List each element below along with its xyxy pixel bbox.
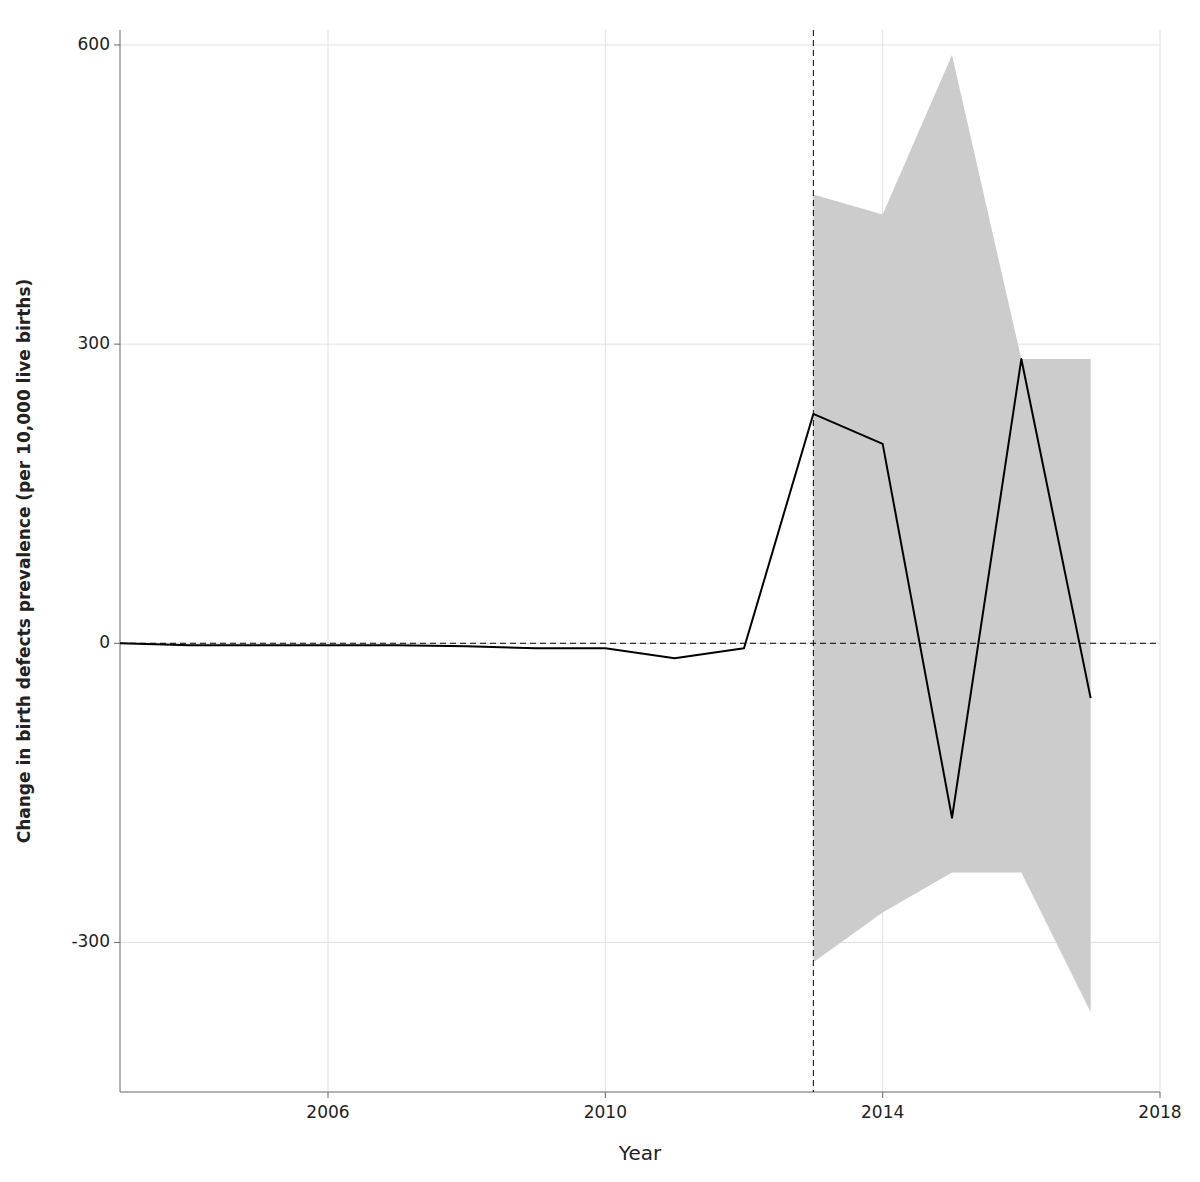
grid-line — [328, 30, 329, 1092]
grid-line — [120, 643, 1160, 644]
confidence-band — [813, 55, 1090, 1012]
line — [120, 359, 1091, 818]
y-axis-title: Change in birth defects prevalence (per … — [14, 279, 34, 844]
tick-mark — [882, 1092, 883, 1098]
tick-mark — [114, 643, 120, 644]
chart: -300 0 300 600 2006 2010 2014 2018 Year Change in… — [0, 0, 1200, 1182]
tick-label: 2014 — [861, 1102, 904, 1122]
tick-label: 2010 — [584, 1102, 627, 1122]
axes: -300 0 300 600 2006 2010 2014 2018 — [71, 30, 1181, 1122]
tick-mark — [1160, 1092, 1161, 1098]
tick-label: 2006 — [306, 1102, 349, 1122]
grid-line — [1160, 30, 1161, 1092]
tick-mark — [328, 1092, 329, 1098]
tick-label: -300 — [71, 931, 110, 951]
tick-mark — [114, 942, 120, 943]
chart-container: -300 0 300 600 2006 2010 2014 2018 Year Change in… — [0, 0, 1200, 1182]
grid-line — [120, 942, 1160, 943]
reference-line — [813, 30, 814, 1092]
x-axis-line — [120, 1092, 1160, 1093]
tick-label: 300 — [78, 333, 110, 353]
tick-mark — [114, 344, 120, 345]
plot-area — [120, 30, 1160, 1092]
tick-label: 0 — [99, 632, 110, 652]
grid-line — [120, 44, 1160, 45]
y-axis-line — [120, 30, 121, 1092]
tick-label: 600 — [78, 34, 110, 54]
grid-line — [605, 30, 606, 1092]
reference-line — [120, 643, 1160, 644]
tick-mark — [114, 44, 120, 45]
grid — [120, 30, 1160, 1092]
tick-mark — [605, 1092, 606, 1098]
x-axis-title: Year — [618, 1141, 662, 1165]
tick-label: 2018 — [1138, 1102, 1181, 1122]
